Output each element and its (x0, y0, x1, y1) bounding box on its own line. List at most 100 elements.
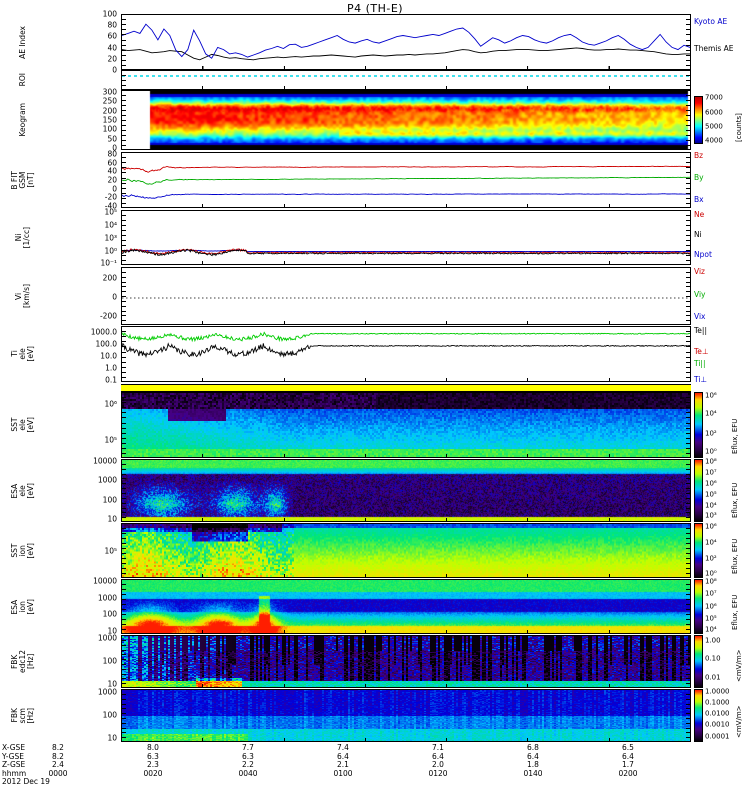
axis-tick (364, 378, 366, 382)
axis-tick (121, 473, 126, 475)
axis-tick (608, 86, 610, 90)
axis-tick (121, 240, 126, 241)
panel-esa-electron (121, 459, 691, 522)
axis-tick (686, 683, 691, 685)
axis-tick (686, 442, 691, 444)
axis-tick (686, 49, 691, 51)
axis-tick (283, 684, 285, 688)
axis-tick (686, 64, 691, 66)
axis-tick (121, 629, 126, 630)
sst-ion-spectrogram (122, 524, 690, 577)
axis-tick (121, 563, 126, 564)
axis-tick (121, 351, 126, 353)
axis-tick (121, 447, 126, 449)
axis-tick (364, 261, 366, 265)
axis-tick (686, 478, 691, 480)
axis-tick (527, 518, 529, 522)
axis-tick (283, 738, 285, 742)
axis-tick (446, 454, 448, 458)
sst-ion-colorbar-unit: Eflux, EFU (731, 538, 739, 574)
axis-tick (446, 146, 448, 150)
axis-tick (686, 305, 691, 307)
axis-tick (202, 204, 204, 208)
axis-tick (686, 140, 691, 141)
axis-tick (686, 271, 691, 273)
axis-tick (686, 286, 691, 288)
axis-tick (121, 727, 126, 729)
axis-tick (121, 250, 126, 251)
axis-tick (527, 321, 529, 325)
axis-tick (686, 488, 691, 490)
axis-tick (686, 215, 691, 216)
axis-tick (121, 19, 126, 21)
axis-tick (686, 599, 691, 600)
vi-plot (122, 297, 690, 299)
axis-tick (686, 708, 691, 710)
sst-electron-colorbar (694, 392, 703, 458)
keogram-colorbar (694, 96, 703, 144)
axis-tick (202, 738, 204, 742)
ti-yticks: 1000.0 100.0 10.0 1.0 0.1 (90, 327, 117, 385)
sst-ion-ylabel: SST ion [eV] (10, 542, 35, 559)
axis-tick (121, 145, 126, 146)
axis-tick (686, 553, 691, 554)
axis-tick (121, 553, 126, 554)
axis-tick (686, 59, 691, 61)
axis-tick (121, 432, 126, 434)
axis-tick (121, 649, 126, 651)
axis-tick (121, 678, 126, 680)
axis-tick (121, 361, 126, 363)
axis-tick (121, 639, 126, 641)
axis-tick (686, 245, 691, 246)
axis-tick (686, 668, 691, 670)
axis-tick (686, 336, 691, 338)
axis-tick (121, 255, 126, 256)
axis-tick (686, 717, 691, 719)
fbk-scm-yticks: 1000 100 10 (97, 687, 117, 743)
axis-tick (686, 29, 691, 31)
ni-plot (122, 248, 690, 257)
axis-tick (121, 80, 126, 81)
axis-tick (364, 684, 366, 688)
axis-tick (121, 594, 126, 595)
axis-tick (686, 39, 691, 41)
axis-tick (121, 34, 126, 36)
axis-tick (686, 225, 691, 226)
axis-tick (686, 402, 691, 404)
axis-tick (686, 533, 691, 534)
axis-tick (121, 483, 126, 485)
axis-tick (686, 594, 691, 595)
axis-tick (686, 573, 691, 574)
axis-tick (283, 204, 285, 208)
axis-tick (121, 305, 126, 307)
esa-ion-spectrogram (122, 580, 690, 633)
axis-tick (686, 497, 691, 499)
axis-tick (121, 683, 126, 685)
legend-themis-ae: Themis AE (694, 44, 734, 53)
axis-tick (364, 146, 366, 150)
axis-tick (121, 230, 126, 231)
axis-tick (121, 157, 126, 159)
panel-esa-ion (121, 579, 691, 634)
axis-tick (608, 204, 610, 208)
axis-tick (686, 351, 691, 353)
axis-tick (446, 66, 448, 70)
axis-tick (686, 105, 691, 106)
axis-tick (202, 321, 204, 325)
axis-tick (121, 663, 126, 665)
legend-viz: Viz (694, 267, 705, 276)
axis-tick (446, 204, 448, 208)
axis-tick (121, 220, 126, 221)
axis-tick (686, 331, 691, 333)
axis-tick (686, 80, 691, 81)
axis-tick (446, 684, 448, 688)
axis-tick (202, 574, 204, 578)
axis-tick (686, 24, 691, 26)
axis-tick (121, 75, 126, 76)
axis-tick (686, 663, 691, 665)
vi-ylabel: Vi [km/s] (14, 284, 31, 308)
axis-tick (446, 261, 448, 265)
axis-tick (121, 300, 126, 302)
axis-tick (686, 722, 691, 724)
axis-tick (283, 321, 285, 325)
